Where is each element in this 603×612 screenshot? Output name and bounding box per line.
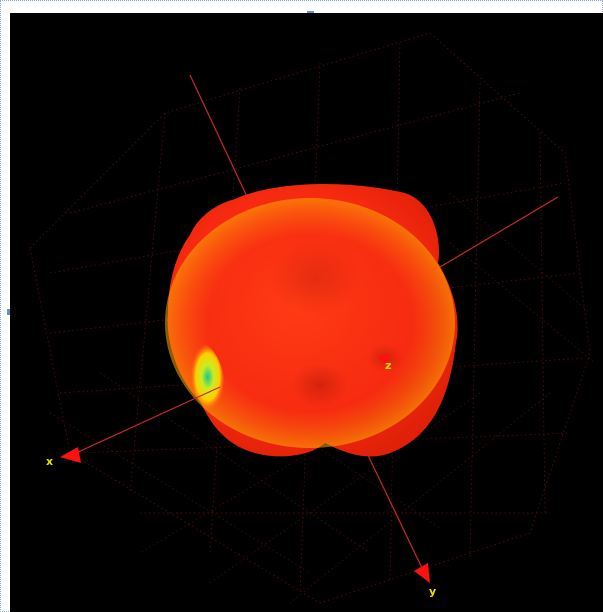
3d-scene[interactable]: x y z (10, 13, 603, 612)
x-axis-label: x (46, 455, 53, 468)
x-axis-front (75, 386, 221, 454)
y-axis-front (364, 448, 423, 569)
object-hotspot (190, 343, 226, 411)
object-rim-shading (165, 198, 455, 448)
axis-lines-back (189, 74, 559, 271)
3d-viewport[interactable]: x y z (10, 13, 603, 612)
z-axis-marker-icon (377, 353, 389, 366)
object-dimple-shade (292, 363, 348, 407)
y-axis-label: y (429, 585, 436, 598)
object-top-shade (270, 240, 360, 316)
y-axis-back (189, 74, 251, 204)
y-axis-arrow-icon (414, 563, 430, 583)
3d-object[interactable] (165, 184, 458, 457)
axis-lines-front (75, 386, 423, 569)
x-axis-back (434, 196, 559, 271)
x-axis-arrow-icon (60, 447, 81, 463)
z-axis-label: z (385, 359, 391, 372)
